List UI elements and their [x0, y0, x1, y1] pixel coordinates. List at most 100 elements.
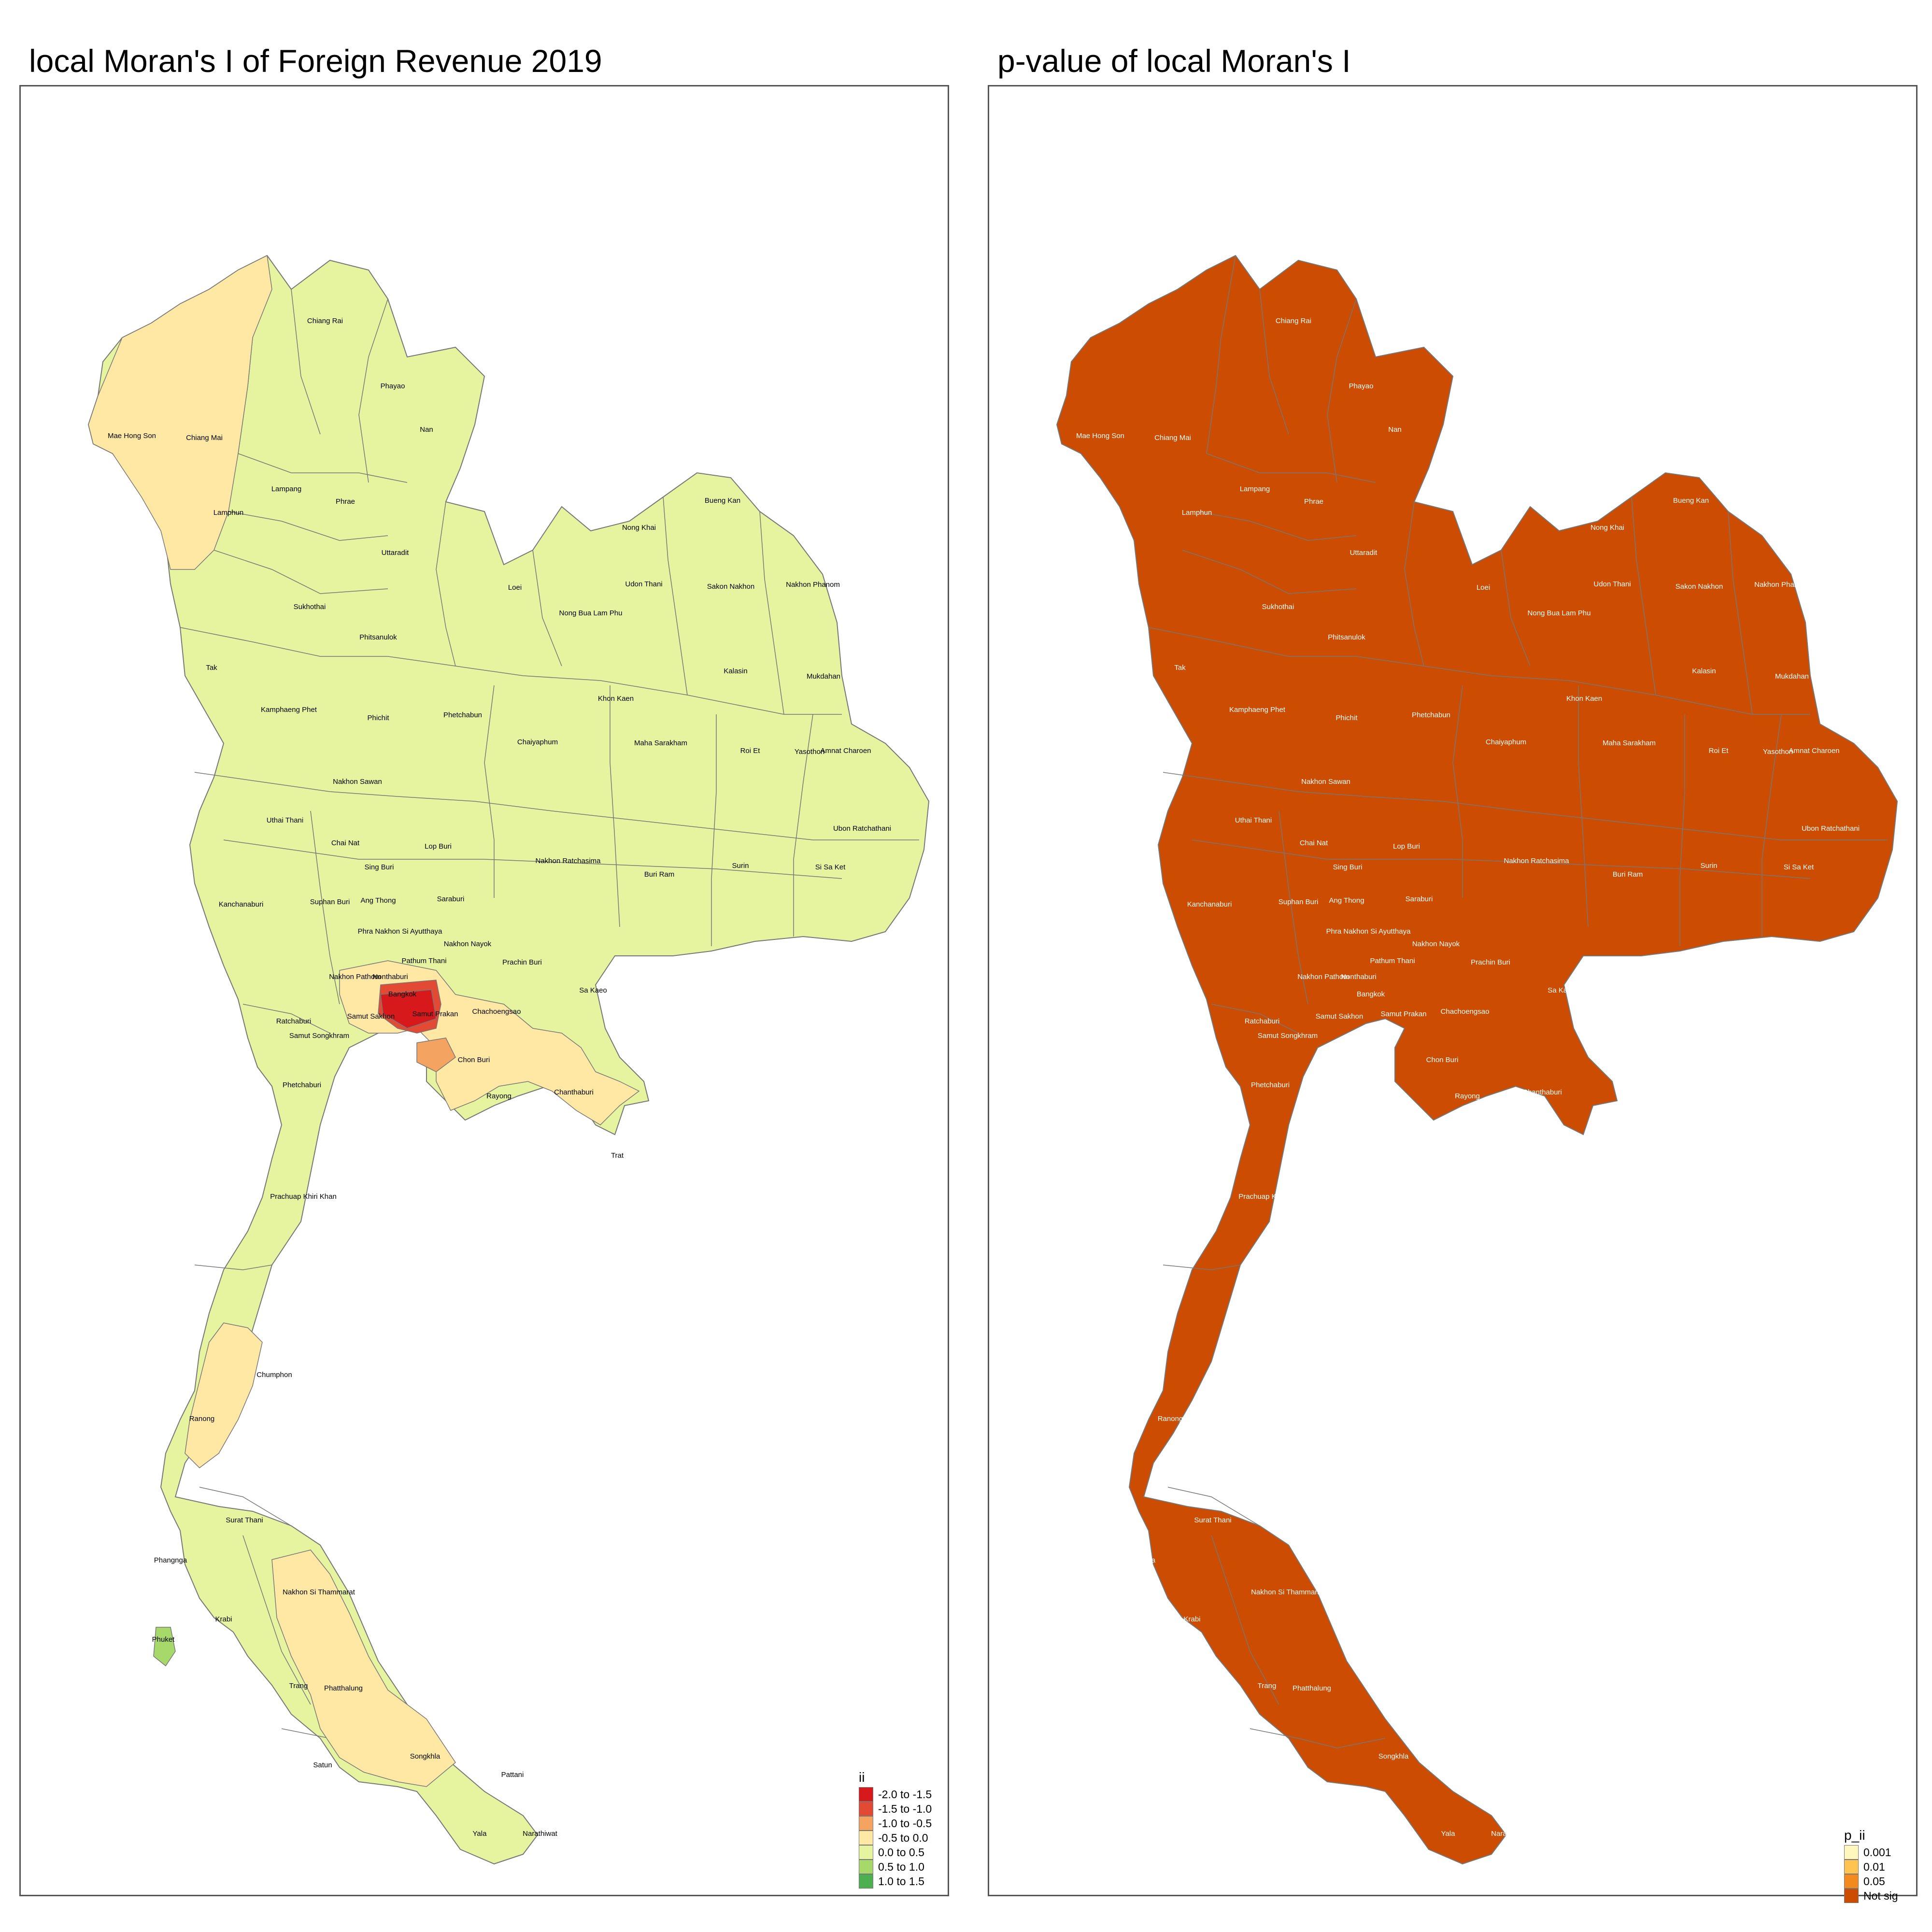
province-label: Narathiwat	[1491, 1830, 1526, 1838]
legend-label: 0.0 to 0.5	[878, 1846, 924, 1859]
province-label: Rayong	[486, 1092, 511, 1100]
province-border	[1404, 501, 1424, 667]
province-label: Lamphun	[213, 509, 244, 517]
province-label: Kanchanaburi	[219, 900, 264, 909]
province-label: Phatthalung	[324, 1684, 363, 1692]
province-label: Ubon Ratchathani	[1802, 824, 1860, 833]
province-label: Ang Thong	[1329, 896, 1364, 905]
province-label: Chiang Mai	[1154, 434, 1191, 442]
province-label: Narathiwat	[523, 1830, 558, 1838]
legend-label: 1.0 to 1.5	[878, 1875, 924, 1888]
province-label: Chaiyaphum	[517, 738, 558, 746]
province-label: Uttaradit	[382, 549, 410, 557]
legend-label: Not sig	[1863, 1889, 1898, 1902]
province-region	[153, 1627, 176, 1667]
province-border	[1279, 810, 1308, 1005]
province-label: Chiang Rai	[1276, 317, 1311, 325]
legend-swatch	[1844, 1845, 1859, 1860]
province-label: Yala	[473, 1830, 487, 1838]
province-border	[759, 511, 784, 715]
province-label: Sukhothai	[294, 603, 326, 611]
province-border	[199, 1487, 292, 1526]
province-label: Roi Et	[1709, 747, 1729, 755]
province-label: Songkhla	[1378, 1752, 1409, 1761]
province-border	[1250, 1728, 1386, 1748]
province-border	[1452, 685, 1463, 898]
province-label: Samut Songkhram	[289, 1032, 349, 1040]
province-border	[180, 627, 842, 715]
legend-swatch	[1844, 1889, 1859, 1903]
province-border	[663, 497, 688, 696]
province-label: Mukdahan	[1775, 672, 1809, 681]
province-region	[271, 1549, 456, 1787]
province-label: Saraburi	[1406, 895, 1433, 903]
right-panel-title: p-value of local Moran's I	[997, 43, 1351, 79]
province-label: Satun	[313, 1761, 332, 1769]
province-label: Buri Ram	[644, 870, 675, 879]
province-label: Chiang Rai	[307, 317, 343, 325]
province-border	[610, 685, 620, 927]
province-label: Buri Ram	[1613, 870, 1643, 879]
province-label: Trat	[611, 1151, 624, 1160]
province-label: Nonthaburi	[372, 973, 408, 981]
province-label: Phetchaburi	[1251, 1081, 1290, 1089]
province-border	[793, 714, 813, 937]
province-label: Tak	[1174, 664, 1186, 672]
province-label: Chaiyaphum	[1486, 738, 1526, 746]
province-label: Amnat Charoen	[820, 747, 871, 755]
province-label: Nakhon Pathom	[329, 973, 381, 981]
province-border	[484, 685, 495, 898]
legend-item: Not sig	[1844, 1889, 1898, 1903]
province-label: Lop Buri	[1393, 842, 1420, 851]
legend-label: -0.5 to 0.0	[878, 1831, 928, 1844]
left-legend: ii -2.0 to -1.5 -1.5 to -1.0 -1.0 to -0.5-…	[859, 1770, 932, 1889]
province-label: Nong Khai	[622, 524, 656, 532]
province-label: Nakhon Phanom	[786, 581, 840, 589]
province-border	[242, 1004, 330, 1034]
province-label: Chai Nat	[331, 839, 360, 847]
province-label: Krabi	[215, 1615, 232, 1623]
province-label: Udon Thani	[1593, 580, 1631, 588]
province-border	[436, 501, 456, 667]
province-border	[194, 1264, 272, 1270]
province-label: Kalasin	[724, 667, 747, 675]
province-label: Sakon Nakhon	[707, 582, 754, 591]
province-label: Surin	[732, 862, 749, 870]
province-label: Si Sa Ket	[1784, 863, 1814, 871]
province-label: Phayao	[381, 382, 405, 390]
right-map-frame: Chiang Rai Phayao Nan Mae Hong Son Chiang Ma…	[988, 85, 1918, 1903]
left-map-frame: Chiang Rai Phayao Nan Mae Hong Son Chiang Ma…	[19, 85, 949, 1896]
province-label: Nakhon Pathom	[1297, 973, 1350, 981]
province-label: Trang	[289, 1682, 308, 1690]
province-label: Ratchaburi	[276, 1017, 312, 1025]
province-border	[1631, 497, 1656, 696]
province-label: Surin	[1700, 862, 1717, 870]
province-label: Ratchaburi	[1245, 1017, 1280, 1025]
province-label: Kamphaeng Phet	[1229, 706, 1286, 714]
province-label: Satun	[1281, 1761, 1300, 1769]
province-label: Chumphon	[256, 1371, 292, 1379]
legend-label: -1.5 to -1.0	[878, 1802, 932, 1815]
province-label: Chon Buri	[1426, 1056, 1459, 1064]
province-label: Phrae	[1304, 497, 1323, 506]
province-label: Songkhla	[410, 1752, 440, 1761]
legend-label: 0.05	[1863, 1875, 1885, 1888]
province-label: Bangkok	[388, 990, 417, 998]
province-border	[1259, 289, 1289, 435]
province-label: Sa Kaeo	[1548, 986, 1576, 994]
province-border	[242, 1535, 311, 1705]
province-label: Prachuap Khiri Khan	[1238, 1193, 1305, 1201]
province-label: Bueng Kan	[705, 497, 740, 505]
province-border	[1182, 550, 1357, 594]
province-label: Samut Sakhon	[1316, 1012, 1363, 1021]
province-label: Nakhon Ratchasima	[535, 857, 601, 865]
province-label: Phrae	[336, 497, 355, 506]
province-label: Phetchabun	[443, 711, 482, 719]
province-label: Maha Sarakham	[634, 739, 687, 747]
province-label: Chiang Mai	[186, 434, 223, 442]
province-label: Phangnga	[154, 1556, 187, 1564]
province-border	[1578, 685, 1589, 927]
province-border	[310, 810, 340, 1005]
province-label: Sukhothai	[1262, 603, 1294, 611]
province-label: Saraburi	[437, 895, 465, 903]
